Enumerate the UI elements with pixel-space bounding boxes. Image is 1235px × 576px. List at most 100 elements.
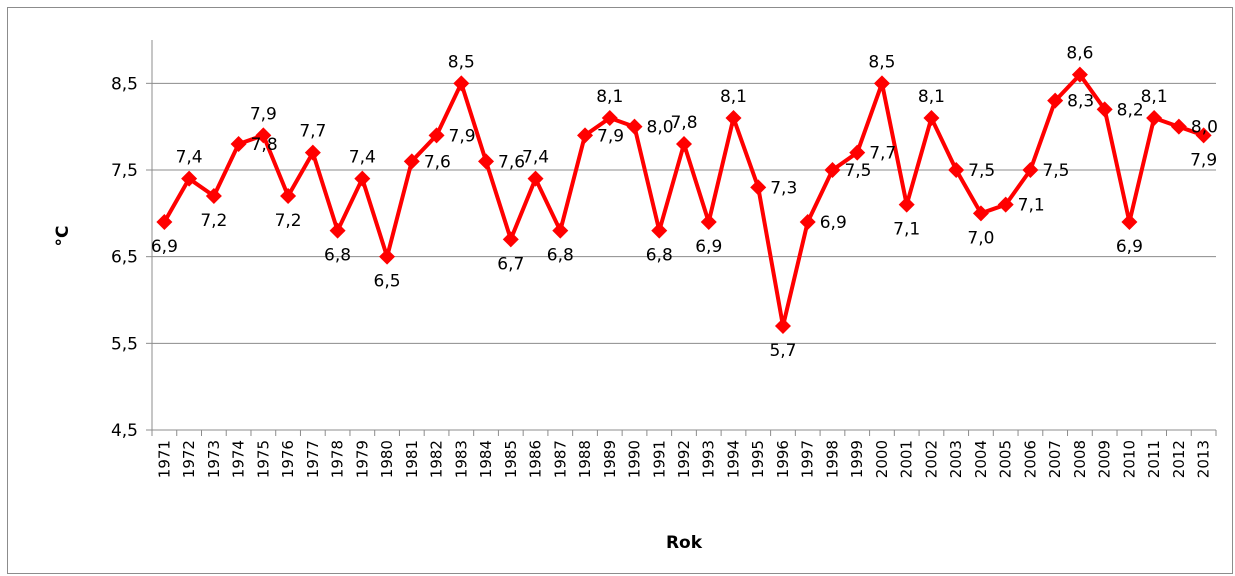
data-point	[799, 214, 816, 230]
series-markers	[156, 66, 1212, 334]
x-tick-label: 2003	[947, 440, 965, 478]
data-point	[1071, 66, 1088, 83]
y-tick-labels: 4,5 5,5 6,5 7,5 8,5	[111, 74, 138, 441]
x-tick-label: 1978	[329, 440, 347, 478]
x-tick-label: 1974	[230, 440, 248, 478]
data-label: 7,1	[893, 220, 920, 240]
data-label: 7,9	[1190, 150, 1217, 170]
data-point	[750, 179, 767, 196]
data-label: 6,9	[1116, 237, 1143, 257]
data-point	[873, 75, 890, 92]
data-point	[824, 162, 841, 178]
data-point	[1195, 127, 1212, 144]
data-point	[527, 170, 544, 187]
data-label: 6,8	[646, 246, 673, 266]
x-tick-label: 1989	[601, 440, 619, 478]
x-tick-label: 1977	[304, 440, 322, 478]
data-point	[205, 188, 222, 204]
data-point	[354, 170, 371, 187]
data-point	[304, 144, 321, 161]
data-label: 7,5	[1042, 161, 1069, 181]
data-point	[898, 196, 915, 213]
data-label: 7,4	[522, 148, 549, 168]
data-point	[379, 248, 396, 265]
data-labels: 6,9 7,4 7,2 7,8 7,9 7,2 7,7 6,8 7,4 6,5 7,6 7,9 8,5 7…	[151, 44, 1218, 361]
data-point	[478, 153, 495, 170]
data-label: 8,5	[868, 52, 895, 72]
data-point	[255, 127, 272, 144]
data-label: 6,9	[695, 237, 722, 257]
x-tick-label: 1994	[724, 440, 742, 478]
x-tick-label: 2010	[1120, 440, 1138, 478]
y-tick-label: 5,5	[111, 334, 138, 354]
data-point	[230, 136, 247, 152]
x-tick-label: 1995	[749, 440, 767, 478]
data-label: 8,5	[448, 52, 475, 72]
data-point	[725, 110, 742, 126]
x-tick-labels: 1971 1972 1973 1974 1975 1976 1977 1978 1979 1980…	[155, 440, 1212, 478]
x-tick-label: 1993	[700, 440, 718, 478]
x-axis-title: Rok	[666, 533, 703, 553]
x-tick-label: 2000	[873, 440, 891, 478]
x-tick-label: 1976	[279, 440, 297, 478]
data-point	[156, 214, 173, 230]
x-tick-label: 1973	[205, 440, 223, 478]
x-tick-label: 2013	[1195, 440, 1213, 478]
y-tick-label: 6,5	[111, 248, 138, 268]
y-tick-label: 8,5	[111, 74, 138, 94]
data-label: 7,3	[770, 178, 797, 198]
data-label: 5,7	[769, 341, 796, 361]
x-tick-label: 1998	[823, 440, 841, 478]
data-label: 6,5	[374, 272, 401, 292]
data-label: 7,9	[250, 104, 277, 124]
data-label: 6,9	[820, 213, 847, 233]
data-point	[1096, 101, 1113, 118]
data-point	[972, 205, 989, 222]
data-point	[601, 110, 618, 126]
data-label: 7,2	[275, 211, 302, 231]
data-point	[948, 162, 965, 178]
data-point	[849, 144, 866, 161]
data-point	[700, 214, 717, 230]
chart-frame	[7, 7, 1233, 574]
x-tick-label: 1975	[254, 440, 272, 478]
x-tick-label: 2012	[1170, 440, 1188, 478]
data-point	[651, 222, 668, 239]
data-label: 7,4	[349, 148, 376, 168]
y-tick-label: 4,5	[111, 421, 138, 441]
data-label: 7,5	[968, 161, 995, 181]
data-label: 7,5	[844, 161, 871, 181]
x-tick-label: 2007	[1046, 440, 1064, 478]
data-point	[997, 196, 1014, 213]
x-tick-label: 2002	[922, 440, 940, 478]
data-label: 6,8	[324, 246, 351, 266]
y-axis-title: °C	[53, 226, 73, 247]
data-label: 7,6	[498, 152, 525, 172]
data-label: 7,6	[424, 152, 451, 172]
x-tick-label: 1986	[527, 440, 545, 478]
x-tick-label: 2004	[972, 440, 990, 478]
y-tick-label: 7,5	[111, 161, 138, 181]
x-tick-label: 1980	[378, 440, 396, 478]
x-tick-label: 1979	[353, 440, 371, 478]
x-tick-label: 1984	[477, 440, 495, 478]
x-tick-label: 1997	[799, 440, 817, 478]
data-label: 8,1	[720, 87, 747, 107]
x-tick-label: 1987	[551, 440, 569, 478]
x-tick-label: 2011	[1145, 440, 1163, 478]
data-point	[774, 318, 791, 334]
x-tick-label: 1996	[774, 440, 792, 478]
data-point	[280, 188, 297, 204]
data-point	[1170, 118, 1187, 135]
data-label: 7,7	[299, 122, 326, 142]
data-label: 8,3	[1067, 92, 1094, 112]
data-point	[502, 231, 519, 248]
x-tick-label: 2006	[1021, 440, 1039, 478]
x-tick-label: 1972	[180, 440, 198, 478]
data-point	[577, 127, 594, 144]
data-label: 7,0	[967, 228, 994, 248]
data-point	[676, 136, 692, 152]
data-point	[1146, 110, 1163, 126]
data-point	[1022, 162, 1039, 178]
